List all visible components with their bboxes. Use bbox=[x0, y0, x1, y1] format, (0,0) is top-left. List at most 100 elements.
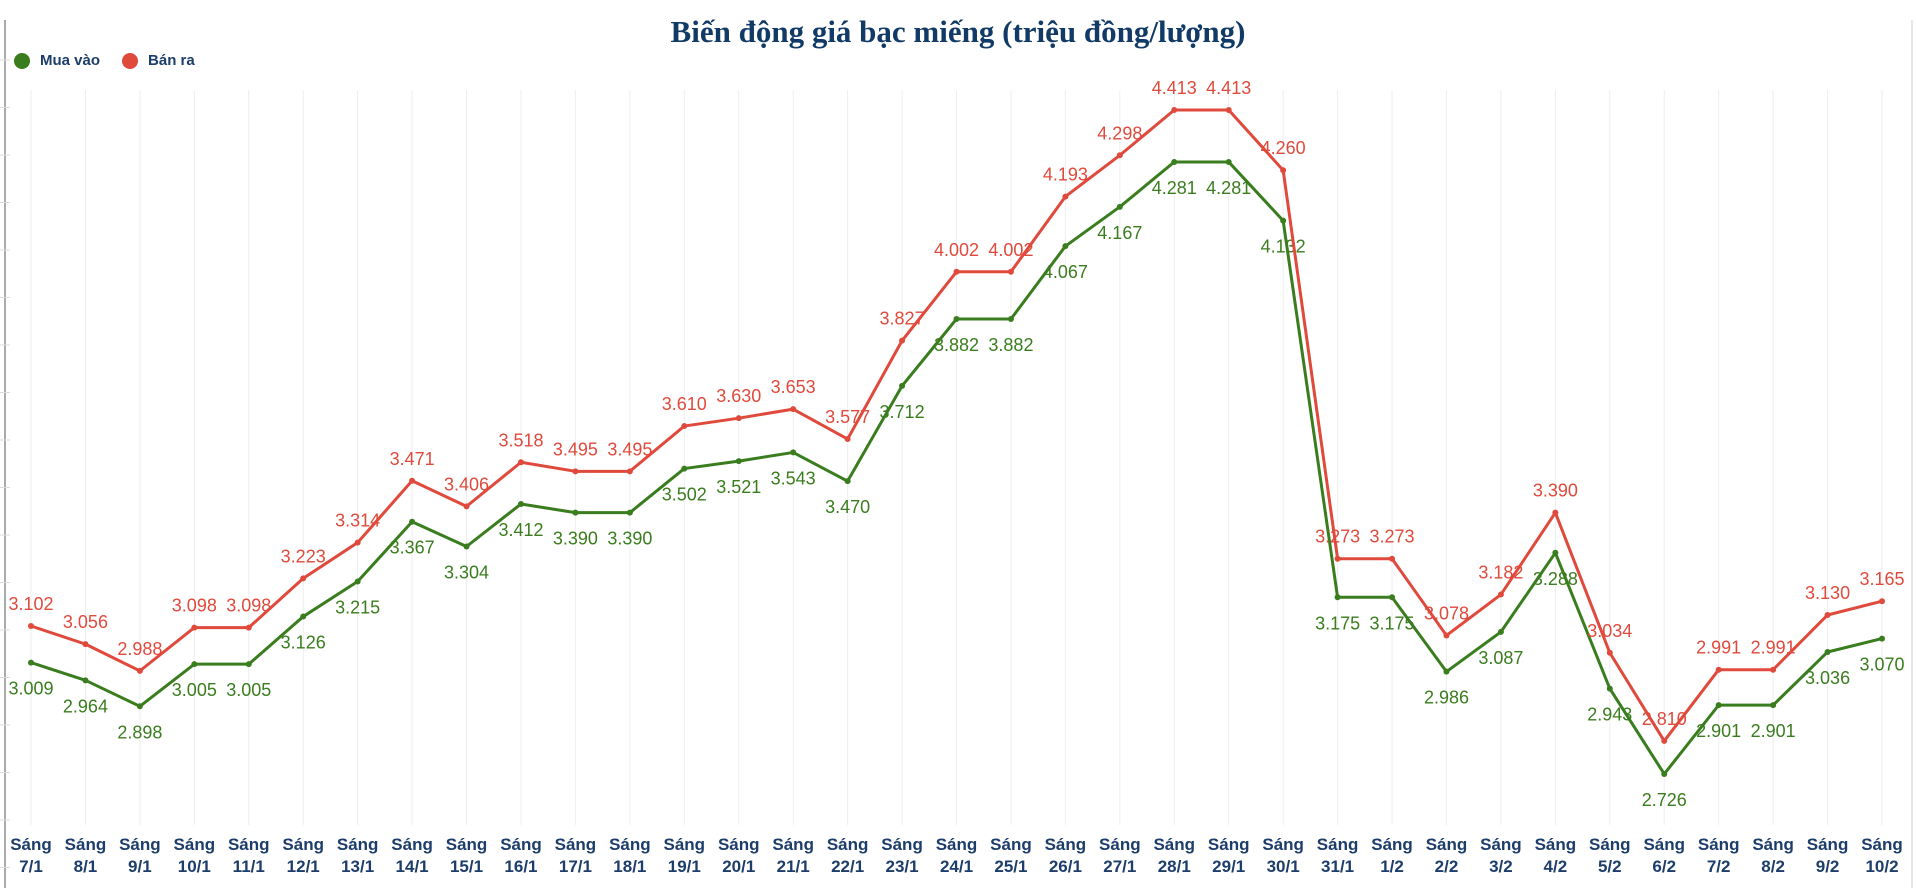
x-tick-label: Sáng 7/2 bbox=[1698, 835, 1740, 876]
data-point bbox=[245, 661, 252, 668]
data-point bbox=[1171, 107, 1178, 113]
legend-label: Mua vào bbox=[40, 52, 101, 69]
data-point bbox=[1116, 203, 1123, 210]
data-point bbox=[136, 703, 143, 710]
data-point bbox=[1389, 594, 1396, 601]
data-point bbox=[626, 509, 633, 516]
data-label: 3.518 bbox=[498, 430, 543, 450]
data-label: 2.898 bbox=[117, 722, 162, 742]
data-point bbox=[1715, 702, 1722, 709]
data-label: 2.986 bbox=[1424, 688, 1469, 708]
x-tick-label: Sáng 9/2 bbox=[1807, 835, 1849, 876]
data-point bbox=[1606, 685, 1613, 692]
data-label: 3.098 bbox=[172, 596, 217, 616]
data-point bbox=[191, 624, 198, 631]
x-tick-label: Sáng 10/2 bbox=[1861, 835, 1903, 876]
data-label: 3.070 bbox=[1859, 655, 1904, 675]
x-tick-label: Sáng 16/1 bbox=[500, 835, 542, 876]
legend-item-mua-vao[interactable]: Mua vào bbox=[14, 52, 100, 69]
data-label: 3.175 bbox=[1370, 613, 1415, 633]
data-point bbox=[844, 478, 851, 485]
data-point bbox=[953, 268, 960, 275]
data-point bbox=[735, 415, 742, 422]
data-label: 3.610 bbox=[662, 394, 707, 414]
data-point bbox=[1280, 217, 1287, 224]
data-point bbox=[300, 575, 307, 582]
data-label: 3.130 bbox=[1805, 583, 1850, 603]
x-tick-label: Sáng 11/1 bbox=[228, 835, 270, 876]
data-point bbox=[1497, 591, 1504, 598]
data-label: 3.390 bbox=[553, 529, 598, 549]
x-tick-label: Sáng 23/1 bbox=[881, 835, 923, 876]
data-point bbox=[953, 316, 960, 323]
data-label: 3.653 bbox=[771, 377, 816, 397]
data-label: 4.132 bbox=[1261, 237, 1306, 257]
data-point bbox=[191, 661, 198, 668]
data-point bbox=[1770, 702, 1777, 709]
data-label: 3.630 bbox=[716, 386, 761, 406]
data-label: 3.882 bbox=[988, 335, 1033, 355]
data-point bbox=[1116, 152, 1123, 159]
data-label: 4.260 bbox=[1261, 138, 1306, 158]
data-label: 2.943 bbox=[1587, 705, 1632, 725]
data-label: 4.298 bbox=[1097, 123, 1142, 143]
data-point bbox=[1007, 268, 1014, 275]
x-tick-label: Sáng 21/1 bbox=[772, 835, 814, 876]
data-point bbox=[354, 578, 361, 585]
data-point bbox=[28, 623, 34, 630]
data-label: 4.002 bbox=[988, 240, 1033, 260]
x-tick-label: Sáng 15/1 bbox=[446, 835, 488, 876]
data-point bbox=[409, 518, 416, 525]
data-label: 2.901 bbox=[1751, 721, 1796, 741]
data-point bbox=[1497, 628, 1504, 635]
x-tick-label: Sáng 13/1 bbox=[337, 835, 379, 876]
x-tick-label: Sáng 7/1 bbox=[10, 835, 52, 876]
data-point bbox=[790, 406, 797, 413]
x-tick-label: Sáng 9/1 bbox=[119, 835, 161, 876]
data-label: 2.726 bbox=[1642, 790, 1687, 810]
x-tick-label: Sáng 27/1 bbox=[1099, 835, 1141, 876]
chart-title: Biến động giá bạc miếng (triệu đồng/lượn… bbox=[670, 14, 1246, 49]
x-tick-label: Sáng 29/1 bbox=[1208, 835, 1250, 876]
data-point bbox=[463, 543, 470, 550]
data-point bbox=[626, 468, 633, 475]
data-label: 2.991 bbox=[1751, 638, 1796, 658]
data-label: 3.882 bbox=[934, 335, 979, 355]
data-label: 4.002 bbox=[934, 240, 979, 260]
x-tick-label: Sáng 31/1 bbox=[1317, 835, 1359, 876]
x-tick-label: Sáng 26/1 bbox=[1045, 835, 1087, 876]
data-label: 3.390 bbox=[1533, 481, 1578, 501]
data-point bbox=[572, 509, 579, 516]
data-label: 2.988 bbox=[117, 639, 162, 659]
x-tick-label: Sáng 22/1 bbox=[827, 835, 869, 876]
data-label: 2.810 bbox=[1642, 709, 1687, 729]
x-tick-label: Sáng 30/1 bbox=[1262, 835, 1304, 876]
data-label: 4.067 bbox=[1043, 262, 1088, 282]
x-tick-label: Sáng 25/1 bbox=[990, 835, 1032, 876]
data-point bbox=[463, 503, 470, 510]
data-label: 3.165 bbox=[1859, 569, 1904, 589]
x-tick-label: Sáng 4/2 bbox=[1535, 835, 1577, 876]
x-tick-label: Sáng 6/2 bbox=[1643, 835, 1685, 876]
data-point bbox=[1389, 555, 1396, 562]
x-tick-label: Sáng 12/1 bbox=[282, 835, 324, 876]
data-label: 3.126 bbox=[281, 633, 326, 653]
data-point bbox=[681, 423, 688, 430]
data-point bbox=[300, 613, 307, 620]
data-label: 4.167 bbox=[1097, 223, 1142, 243]
x-tick-label: Sáng 19/1 bbox=[664, 835, 706, 876]
legend-item-ban-ra[interactable]: Bán ra bbox=[122, 52, 195, 69]
data-point bbox=[1879, 598, 1885, 605]
data-point bbox=[82, 641, 89, 648]
x-tick-label: Sáng 1/2 bbox=[1371, 835, 1413, 876]
x-tick-label: Sáng 8/1 bbox=[65, 835, 107, 876]
data-point bbox=[354, 539, 361, 546]
data-point bbox=[844, 436, 851, 443]
data-label: 4.281 bbox=[1152, 178, 1197, 198]
data-point bbox=[1334, 555, 1341, 562]
data-point bbox=[735, 458, 742, 465]
data-point bbox=[1280, 167, 1287, 174]
data-label: 3.521 bbox=[716, 477, 761, 497]
data-point bbox=[1171, 158, 1178, 165]
